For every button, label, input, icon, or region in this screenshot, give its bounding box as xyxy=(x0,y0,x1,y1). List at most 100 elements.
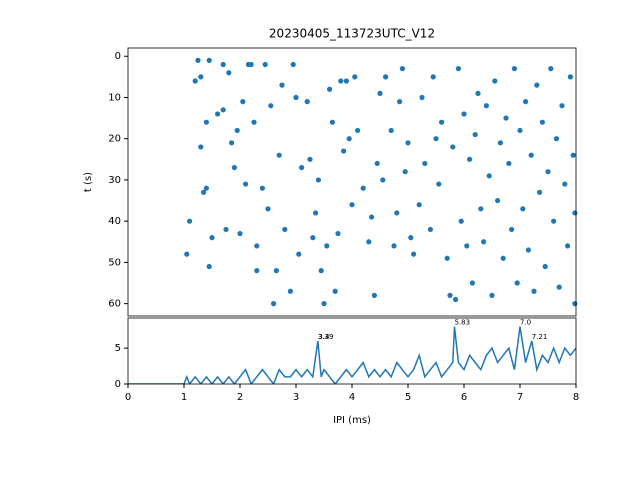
point xyxy=(352,74,358,80)
point xyxy=(198,144,204,150)
point xyxy=(455,66,461,72)
point xyxy=(237,230,243,237)
y-tick-label: 0 xyxy=(115,379,121,390)
point xyxy=(481,239,487,245)
point xyxy=(572,210,578,216)
x-tick-label: 7 xyxy=(517,392,523,403)
point xyxy=(486,173,492,179)
point xyxy=(243,181,249,187)
annotation: 7.21 xyxy=(532,333,548,341)
point xyxy=(562,181,568,187)
y-tick-label: 30 xyxy=(108,175,121,186)
point xyxy=(324,243,330,249)
point xyxy=(343,78,349,84)
point xyxy=(290,61,296,68)
point xyxy=(570,152,576,158)
point xyxy=(262,61,268,68)
point xyxy=(327,86,333,92)
point xyxy=(439,119,445,125)
point xyxy=(444,255,450,261)
point xyxy=(374,160,380,167)
point xyxy=(259,185,265,191)
point xyxy=(391,243,397,249)
annotation: 3.39 xyxy=(318,333,334,341)
point xyxy=(268,103,274,109)
y-tick-label: 50 xyxy=(108,257,121,268)
point xyxy=(254,268,260,274)
point xyxy=(399,66,405,72)
point xyxy=(436,181,442,187)
point xyxy=(464,243,470,249)
x-tick-label: 3 xyxy=(293,392,299,403)
point xyxy=(408,235,414,241)
point xyxy=(273,268,279,274)
point xyxy=(265,206,271,212)
point xyxy=(422,160,428,167)
point xyxy=(315,177,321,183)
point xyxy=(220,107,226,113)
point xyxy=(523,99,529,105)
y-tick-label: 20 xyxy=(108,134,121,145)
x-tick-label: 1 xyxy=(181,392,187,403)
point xyxy=(500,255,506,261)
point xyxy=(209,235,215,241)
point xyxy=(229,140,235,146)
point xyxy=(388,127,394,134)
x-tick-label: 4 xyxy=(349,392,355,403)
point xyxy=(223,226,229,233)
point xyxy=(545,169,551,175)
point xyxy=(450,144,456,150)
point xyxy=(537,189,543,195)
point xyxy=(195,57,201,63)
point xyxy=(528,152,534,158)
point xyxy=(282,226,288,233)
point xyxy=(517,127,523,134)
point xyxy=(553,136,560,142)
point xyxy=(248,61,254,68)
point xyxy=(231,164,237,171)
line xyxy=(128,326,576,384)
point xyxy=(184,251,190,257)
point xyxy=(509,226,515,233)
point xyxy=(548,66,554,72)
point xyxy=(458,218,464,224)
point xyxy=(534,82,540,88)
point xyxy=(332,288,338,294)
point xyxy=(411,251,417,257)
point xyxy=(495,197,501,204)
point xyxy=(287,288,293,294)
point xyxy=(497,140,503,146)
point xyxy=(335,230,341,237)
point xyxy=(377,90,383,96)
point xyxy=(478,206,484,212)
point xyxy=(556,284,562,290)
point xyxy=(405,140,411,146)
point xyxy=(318,268,324,274)
point xyxy=(371,292,377,298)
point xyxy=(467,156,473,162)
point xyxy=(234,127,240,134)
y-axis-label: t (s) xyxy=(83,172,94,192)
point xyxy=(203,119,209,125)
point xyxy=(271,301,277,307)
point xyxy=(492,78,498,84)
point xyxy=(380,177,386,183)
point xyxy=(341,148,347,154)
point xyxy=(355,127,361,134)
point xyxy=(559,103,565,109)
point xyxy=(565,243,571,249)
point xyxy=(427,226,433,233)
point xyxy=(276,152,282,158)
point xyxy=(383,74,389,80)
point xyxy=(453,296,459,303)
point xyxy=(520,206,526,212)
point xyxy=(304,99,310,105)
point xyxy=(461,111,467,117)
annotation: 5.83 xyxy=(454,319,470,327)
point xyxy=(503,115,509,121)
point xyxy=(206,57,212,63)
x-tick-label: 6 xyxy=(461,392,467,403)
point xyxy=(226,70,232,76)
point xyxy=(542,263,548,270)
point xyxy=(514,280,520,286)
